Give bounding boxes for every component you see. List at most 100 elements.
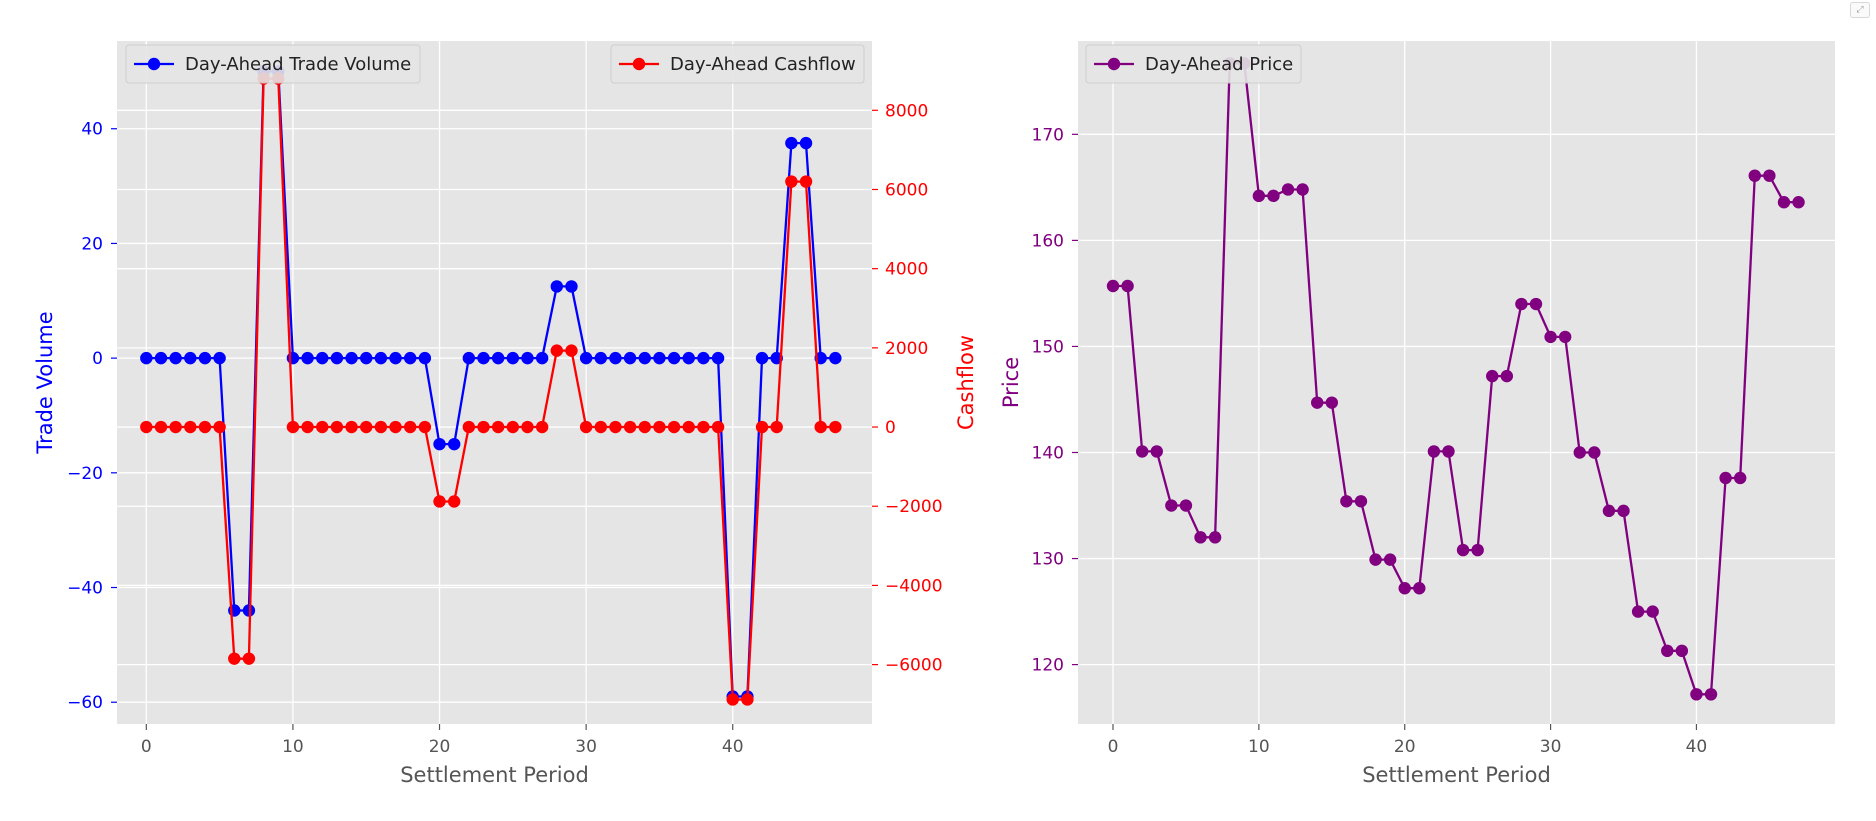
cashflow-point bbox=[447, 495, 461, 508]
price-point bbox=[1442, 445, 1455, 458]
y-left-tick-label: 40 bbox=[81, 120, 103, 140]
cashflow-point bbox=[785, 175, 798, 188]
cashflow-point bbox=[609, 420, 622, 434]
cashflow-point bbox=[521, 420, 534, 434]
x-tick-label: 40 bbox=[1686, 737, 1708, 757]
cashflow-point bbox=[286, 420, 300, 434]
legend-label: Day-Ahead Trade Volume bbox=[185, 54, 411, 75]
trade-volume-point bbox=[506, 351, 520, 365]
price-point bbox=[1558, 330, 1572, 344]
chart-day-ahead-price: 0 10 20 30 40 120 130 140 150 160 170 Settlement Pe… bbox=[999, 41, 1835, 787]
y-right-tick-label: −4000 bbox=[885, 576, 943, 596]
price-point bbox=[1398, 582, 1411, 595]
cashflow-line bbox=[146, 77, 836, 701]
price-point bbox=[1165, 499, 1178, 512]
trade-volume-point bbox=[301, 351, 314, 365]
cashflow-point bbox=[506, 420, 520, 434]
x-tick-label: 0 bbox=[1108, 737, 1119, 757]
x-tick-label: 20 bbox=[1394, 737, 1416, 757]
trade-volume-point bbox=[477, 351, 490, 365]
y-right-tick-label: −2000 bbox=[885, 497, 943, 517]
cashflow-point bbox=[374, 420, 388, 434]
price-line bbox=[1113, 62, 1799, 696]
price-point bbox=[1602, 504, 1616, 518]
trade-volume-point bbox=[711, 351, 725, 365]
cashflow-point bbox=[755, 420, 769, 434]
legend-label: Day-Ahead Price bbox=[1145, 54, 1293, 75]
price-point bbox=[1500, 369, 1514, 383]
plot-area bbox=[117, 41, 872, 724]
y-tick-label: 160 bbox=[1032, 231, 1064, 251]
y-right-tick-label: 0 bbox=[885, 418, 896, 438]
cashflow-point bbox=[140, 420, 153, 434]
price-point bbox=[1704, 688, 1718, 701]
price-point bbox=[1792, 196, 1805, 209]
trade-volume-point bbox=[154, 351, 168, 365]
y-right-tick-label: 6000 bbox=[885, 180, 928, 200]
legend-marker bbox=[147, 57, 161, 71]
legend-box bbox=[610, 44, 865, 84]
x-tick-label: 10 bbox=[282, 737, 304, 757]
price-point bbox=[1588, 446, 1601, 459]
trade-volume-point bbox=[565, 280, 578, 293]
cashflow-point bbox=[228, 652, 241, 665]
price-point bbox=[1135, 445, 1149, 458]
y-right-tick-label: 4000 bbox=[885, 260, 928, 280]
cashflow-point bbox=[154, 420, 168, 434]
trade-volume-point bbox=[579, 351, 593, 365]
price-point bbox=[1311, 396, 1324, 409]
price-point bbox=[1486, 369, 1499, 383]
trade-volume-point bbox=[242, 604, 256, 617]
price-point bbox=[1252, 189, 1266, 203]
trade-volume-point bbox=[433, 437, 446, 451]
trade-volume-point bbox=[447, 437, 461, 451]
y-left-tick-label: 20 bbox=[81, 234, 103, 254]
cashflow-point bbox=[462, 420, 476, 434]
trade-volume-point bbox=[418, 351, 432, 365]
trade-volume-point bbox=[799, 136, 813, 150]
legend-box bbox=[125, 44, 421, 84]
y-tick-label: 130 bbox=[1032, 550, 1064, 570]
cashflow-point bbox=[579, 420, 593, 434]
price-point bbox=[1413, 582, 1426, 595]
cashflow-point bbox=[741, 693, 754, 706]
price-point bbox=[1296, 183, 1309, 196]
trade-volume-point bbox=[330, 351, 344, 365]
price-point bbox=[1121, 279, 1134, 293]
y-axis-label: Price bbox=[999, 357, 1023, 408]
trade-volume-point bbox=[286, 351, 300, 365]
cashflow-point bbox=[433, 495, 446, 508]
cashflow-point bbox=[418, 420, 432, 434]
price-point bbox=[1763, 169, 1776, 182]
trade-volume-point bbox=[389, 351, 402, 365]
price-point bbox=[1617, 504, 1630, 518]
x-tick-label: 20 bbox=[429, 737, 451, 757]
price-point bbox=[1544, 330, 1557, 344]
y-left-tick-label: −60 bbox=[67, 693, 103, 713]
trade-volume-point bbox=[521, 351, 534, 365]
price-point bbox=[1675, 644, 1689, 658]
cashflow-point bbox=[653, 420, 666, 434]
cashflow-point bbox=[535, 420, 549, 434]
x-tick-label: 10 bbox=[1248, 737, 1270, 757]
cashflow-point bbox=[360, 420, 373, 434]
price-point bbox=[1340, 495, 1353, 508]
trade-volume-point bbox=[550, 280, 564, 293]
expand-icon[interactable]: ⤢ bbox=[1850, 2, 1870, 18]
cashflow-point bbox=[667, 420, 681, 434]
price-point bbox=[1471, 543, 1484, 557]
x-tick-label: 30 bbox=[575, 737, 597, 757]
legend-marker bbox=[1107, 57, 1121, 71]
trade-volume-point bbox=[198, 351, 212, 365]
price-point bbox=[1631, 605, 1645, 618]
trade-volume-point bbox=[184, 351, 197, 365]
price-point bbox=[1661, 644, 1674, 658]
y-tick-label: 140 bbox=[1032, 443, 1064, 463]
price-point bbox=[1777, 196, 1791, 209]
trade-volume-point bbox=[140, 351, 153, 365]
y-right-axis-label: Cashflow bbox=[954, 335, 978, 430]
trade-volume-point bbox=[829, 351, 842, 365]
price-point bbox=[1646, 605, 1659, 618]
trade-volume-point bbox=[169, 351, 182, 365]
y-right-tick-label: 8000 bbox=[885, 101, 928, 121]
